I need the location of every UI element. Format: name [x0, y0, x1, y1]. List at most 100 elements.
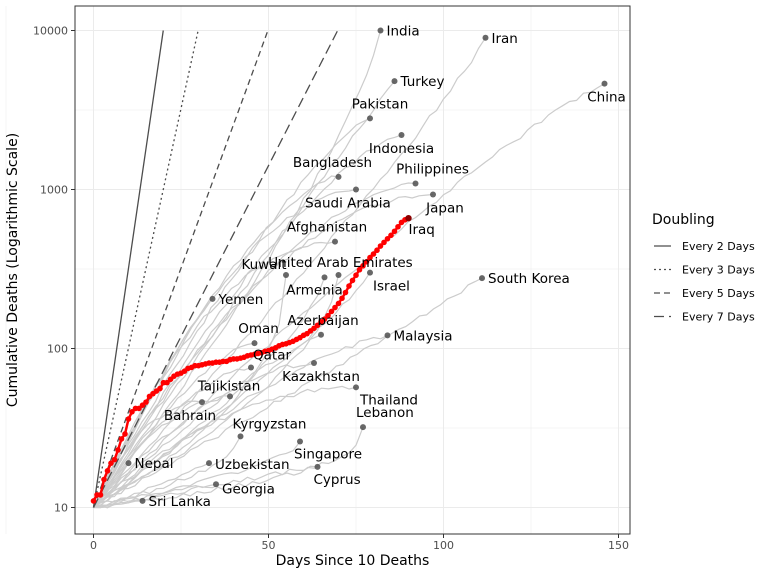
- highlight-point: [143, 399, 149, 405]
- doubling-line-3-days: [92, 30, 199, 508]
- legend-label-2-days: Every 2 Days: [682, 240, 755, 253]
- trajectory-united-arab-emirates: [93, 274, 340, 509]
- label-south-korea: South Korea: [488, 271, 570, 287]
- trajectory-kuwait: [93, 274, 287, 508]
- country-point: [398, 132, 405, 139]
- label-iraq: Iraq: [409, 222, 435, 238]
- x-tick-label: 100: [433, 539, 454, 552]
- country-point: [314, 463, 321, 470]
- y-axis: 10 100 1000 10000: [33, 25, 75, 515]
- label-indonesia: Indonesia: [369, 141, 434, 157]
- trajectory-iran: [93, 37, 487, 508]
- label-india: India: [387, 24, 420, 40]
- country-point: [321, 274, 328, 281]
- x-tick-label: 0: [90, 539, 97, 552]
- label-iran: Iran: [492, 31, 518, 47]
- highlight-point: [384, 235, 391, 242]
- country-point: [297, 438, 303, 445]
- highlight-point: [111, 456, 118, 463]
- label-saudi-arabia: Saudi Arabia: [305, 196, 391, 212]
- label-tajikistan: Tajikistan: [197, 378, 261, 394]
- highlight-point: [129, 408, 135, 415]
- country-point: [125, 460, 132, 467]
- highlight-point: [370, 251, 377, 257]
- highlight-point: [332, 304, 338, 311]
- country-point: [318, 331, 324, 338]
- trajectory-philippines: [92, 182, 416, 508]
- country-point: [248, 364, 254, 371]
- country-point: [353, 186, 359, 193]
- doubling-reference-lines: [92, 30, 339, 508]
- country-point: [199, 399, 205, 406]
- highlight-point: [360, 263, 366, 269]
- legend-title: Doubling: [652, 212, 715, 228]
- x-tick-label: 150: [608, 539, 629, 552]
- y-tick-label: 10000: [33, 25, 68, 38]
- trajectory-afghanistan: [92, 241, 336, 508]
- label-oman: Oman: [238, 321, 279, 337]
- highlight-point: [164, 379, 170, 386]
- label-sri-lanka: Sri Lanka: [149, 494, 211, 510]
- label-nepal: Nepal: [135, 456, 174, 472]
- highlight-point: [97, 492, 104, 498]
- highlight-point: [349, 277, 356, 284]
- doubling-line-5-days: [92, 30, 269, 508]
- trajectory-pakistan: [92, 117, 371, 508]
- highlight-point: [339, 295, 345, 302]
- trajectory-nepal: [93, 462, 130, 508]
- highlight-point: [335, 300, 342, 307]
- country-point: [367, 269, 373, 276]
- panel-border: [74, 5, 631, 535]
- highlight-point: [325, 312, 331, 319]
- legend: Doubling Every 2 Days Every 3 Days Every 5…: [652, 212, 755, 324]
- highlight-point: [118, 436, 125, 442]
- label-lebanon: Lebanon: [356, 405, 414, 421]
- label-azerbaijan: Azerbaijan: [287, 313, 358, 329]
- highlight-point: [104, 468, 111, 474]
- country-point: [353, 384, 359, 391]
- label-yemen: Yemen: [218, 292, 264, 308]
- trajectory-bangladesh: [92, 175, 339, 508]
- plot-panel: [75, 6, 630, 534]
- country-point: [332, 238, 338, 245]
- x-axis-title: Days Since 10 Deaths: [276, 553, 430, 569]
- country-point: [412, 180, 419, 187]
- x-axis: 0 50 100 150: [90, 534, 629, 552]
- label-bangladesh: Bangladesh: [293, 155, 372, 171]
- trajectory-china: [93, 83, 605, 508]
- highlight-point: [115, 447, 121, 453]
- country-point: [482, 34, 489, 41]
- country-point: [360, 424, 366, 431]
- doubling-line-2-days: [92, 30, 164, 508]
- label-kyrgyzstan: Kyrgyzstan: [233, 416, 307, 432]
- label-kuwait: Kuwait: [241, 257, 286, 273]
- trajectory-malaysia: [93, 334, 388, 508]
- country-point: [209, 295, 216, 302]
- label-uzbekistan: Uzbekistan: [215, 457, 290, 473]
- trajectory-tajikistan: [92, 394, 231, 508]
- highlight-point: [374, 247, 380, 254]
- highlight-point: [367, 254, 373, 261]
- country-point: [311, 360, 317, 367]
- country-point: [367, 115, 373, 122]
- highlight-point: [321, 316, 328, 322]
- country-points: [125, 27, 608, 504]
- country-point: [601, 80, 608, 87]
- country-point: [237, 433, 244, 440]
- highlight-point: [157, 385, 163, 392]
- trajectory-oman: [93, 342, 255, 508]
- label-malaysia: Malaysia: [394, 328, 453, 344]
- trajectory-uzbekistan: [93, 462, 210, 509]
- highlight-point: [101, 476, 107, 483]
- label-israel: Israel: [373, 279, 410, 295]
- label-kazakhstan: Kazakhstan: [282, 369, 360, 385]
- label-pakistan: Pakistan: [352, 96, 409, 112]
- country-point: [213, 481, 219, 488]
- country-point: [335, 173, 342, 180]
- country-point: [227, 393, 233, 400]
- label-japan: Japan: [425, 201, 464, 217]
- grid: [5, 6, 630, 534]
- label-cyprus: Cyprus: [314, 472, 361, 488]
- highlight-point: [388, 232, 394, 239]
- trajectory-bahrain: [92, 400, 203, 508]
